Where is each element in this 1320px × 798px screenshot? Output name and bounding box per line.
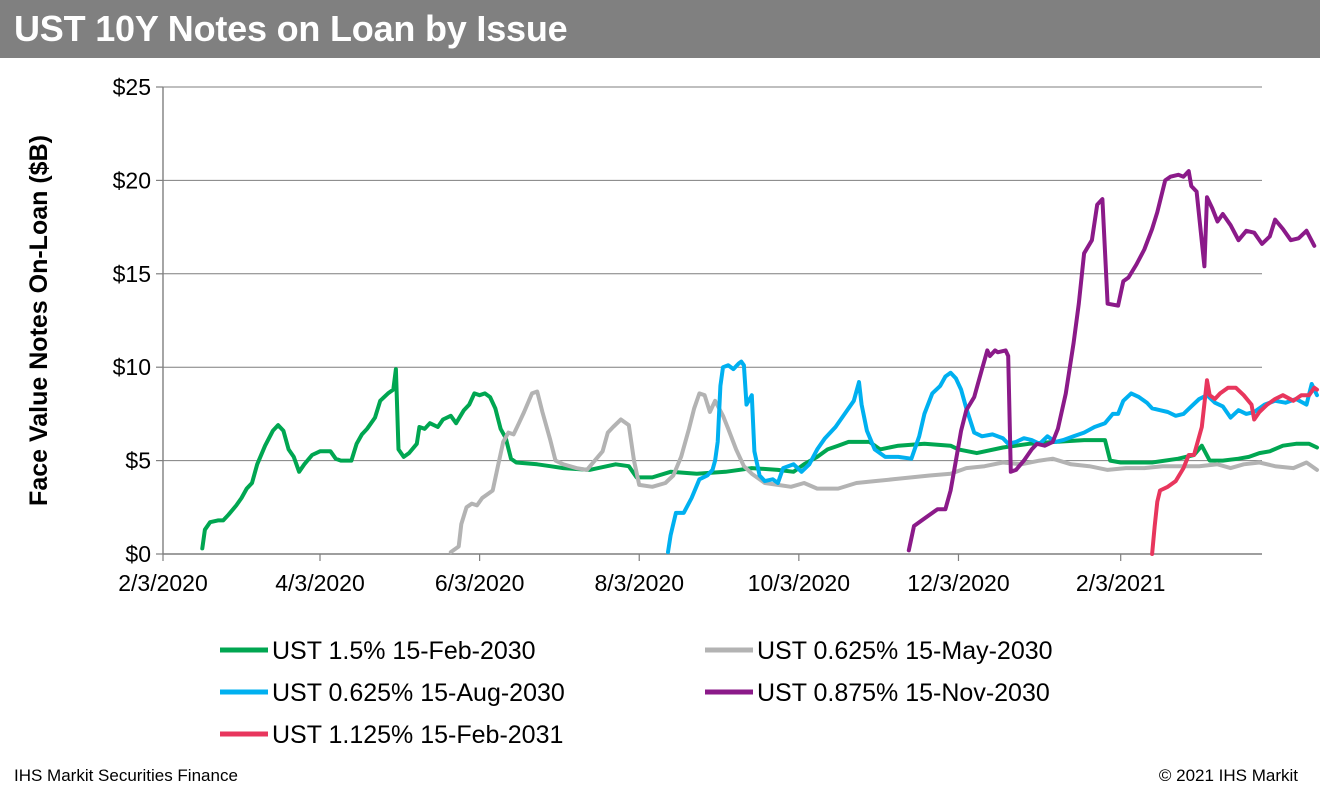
legend-item-1: UST 1.5% 15-Feb-2030 <box>220 637 536 665</box>
y-tick-label: $5 <box>125 448 151 474</box>
title-bar: UST 10Y Notes on Loan by Issue <box>0 0 1320 58</box>
y-tick-label: $10 <box>113 354 151 380</box>
x-tick-label: 4/3/2020 <box>275 570 365 596</box>
y-tick-label: $0 <box>125 541 151 567</box>
legend-label: UST 0.875% 15-Nov-2030 <box>757 679 1050 707</box>
x-tick-label: 10/3/2020 <box>748 570 850 596</box>
x-tick-label: 8/3/2020 <box>594 570 684 596</box>
legend-item-4: UST 0.875% 15-Nov-2030 <box>705 679 1050 707</box>
legend-item-2: UST 0.625% 15-May-2030 <box>705 637 1053 665</box>
y-tick-label: $20 <box>113 167 151 193</box>
series-line-1 <box>200 367 1319 551</box>
x-tick-label: 12/3/2020 <box>907 570 1009 596</box>
y-tick-labels: $0 $5 $10 $15 $20 $25 <box>113 74 151 567</box>
legend: UST 1.5% 15-Feb-2030 UST 0.625% 15-May-20… <box>220 637 1053 749</box>
grid-lines <box>163 86 1262 462</box>
footer-source: IHS Markit Securities Finance <box>14 766 238 785</box>
y-tick-label: $15 <box>113 261 151 287</box>
legend-label: UST 0.625% 15-Aug-2030 <box>272 679 565 707</box>
series-lines <box>200 169 1319 556</box>
x-tick-label: 2/3/2021 <box>1076 570 1166 596</box>
legend-item-5: UST 1.125% 15-Feb-2031 <box>220 721 563 749</box>
chart-title: UST 10Y Notes on Loan by Issue <box>14 8 568 49</box>
legend-label: UST 1.5% 15-Feb-2030 <box>272 637 536 665</box>
legend-label: UST 0.625% 15-May-2030 <box>757 637 1053 665</box>
footer-copyright: © 2021 IHS Markit <box>1158 766 1298 785</box>
y-axis-label: Face Value Notes On-Loan ($B) <box>25 135 53 506</box>
legend-item-3: UST 0.625% 15-Aug-2030 <box>220 679 565 707</box>
axes <box>156 86 1262 561</box>
series-line-4 <box>906 169 1317 553</box>
chart-area: $0 $5 $10 $15 $20 $25 2/3/2020 4/3/2020 6/3/202… <box>25 74 1319 749</box>
x-tick-label: 2/3/2020 <box>118 570 208 596</box>
series-line-5 <box>1150 378 1319 556</box>
series-line-2 <box>448 389 1319 555</box>
y-tick-label: $25 <box>113 74 151 100</box>
legend-label: UST 1.125% 15-Feb-2031 <box>272 721 563 749</box>
series-line-3 <box>666 359 1319 555</box>
x-tick-label: 6/3/2020 <box>435 570 525 596</box>
x-tick-labels: 2/3/2020 4/3/2020 6/3/2020 8/3/2020 10/3/202… <box>118 570 1165 596</box>
